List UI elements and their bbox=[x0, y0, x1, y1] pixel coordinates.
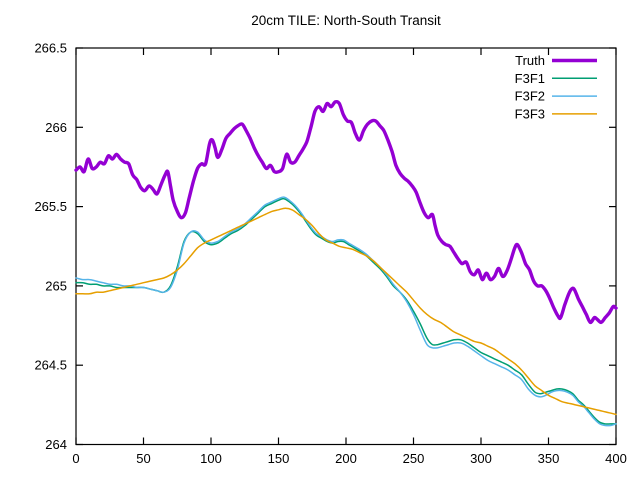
x-tick-label: 400 bbox=[605, 451, 627, 466]
series-truth-line bbox=[74, 99, 618, 325]
plot-border bbox=[75, 47, 617, 446]
x-tick-label: 150 bbox=[268, 451, 290, 466]
x-tick-label: 250 bbox=[403, 451, 425, 466]
legend-label-f3f2: F3F2 bbox=[515, 89, 545, 104]
x-tick-label: 350 bbox=[538, 451, 560, 466]
x-tick-label: 100 bbox=[200, 451, 222, 466]
legend-label-f3f3: F3F3 bbox=[515, 106, 545, 121]
y-tick-label: 265 bbox=[45, 278, 67, 293]
x-tick-label: 50 bbox=[136, 451, 150, 466]
y-tick-label: 264 bbox=[45, 437, 67, 452]
series-f3f2-line bbox=[75, 196, 617, 427]
y-tick-label: 266 bbox=[45, 120, 67, 135]
y-tick-label: 266.5 bbox=[34, 41, 67, 56]
legend: Truth F3F1 F3F2 F3F3 bbox=[515, 53, 597, 121]
series-f3f3-line bbox=[75, 207, 617, 416]
series-f3f1-line bbox=[75, 197, 617, 425]
legend-label-truth: Truth bbox=[515, 53, 545, 68]
x-tick-label: 300 bbox=[470, 451, 492, 466]
x-tick-label: 200 bbox=[335, 451, 357, 466]
series-layer bbox=[74, 99, 618, 427]
y-tick-label: 264.5 bbox=[34, 358, 67, 373]
axes-layer: 0 50 100 150 200 250 300 350 400 264 264.5 265 265.5… bbox=[34, 41, 626, 467]
x-tick-label: 0 bbox=[72, 451, 79, 466]
chart-title: 20cm TILE: North-South Transit bbox=[251, 13, 441, 28]
legend-label-f3f1: F3F1 bbox=[515, 71, 545, 86]
y-tick-label: 265.5 bbox=[34, 199, 67, 214]
